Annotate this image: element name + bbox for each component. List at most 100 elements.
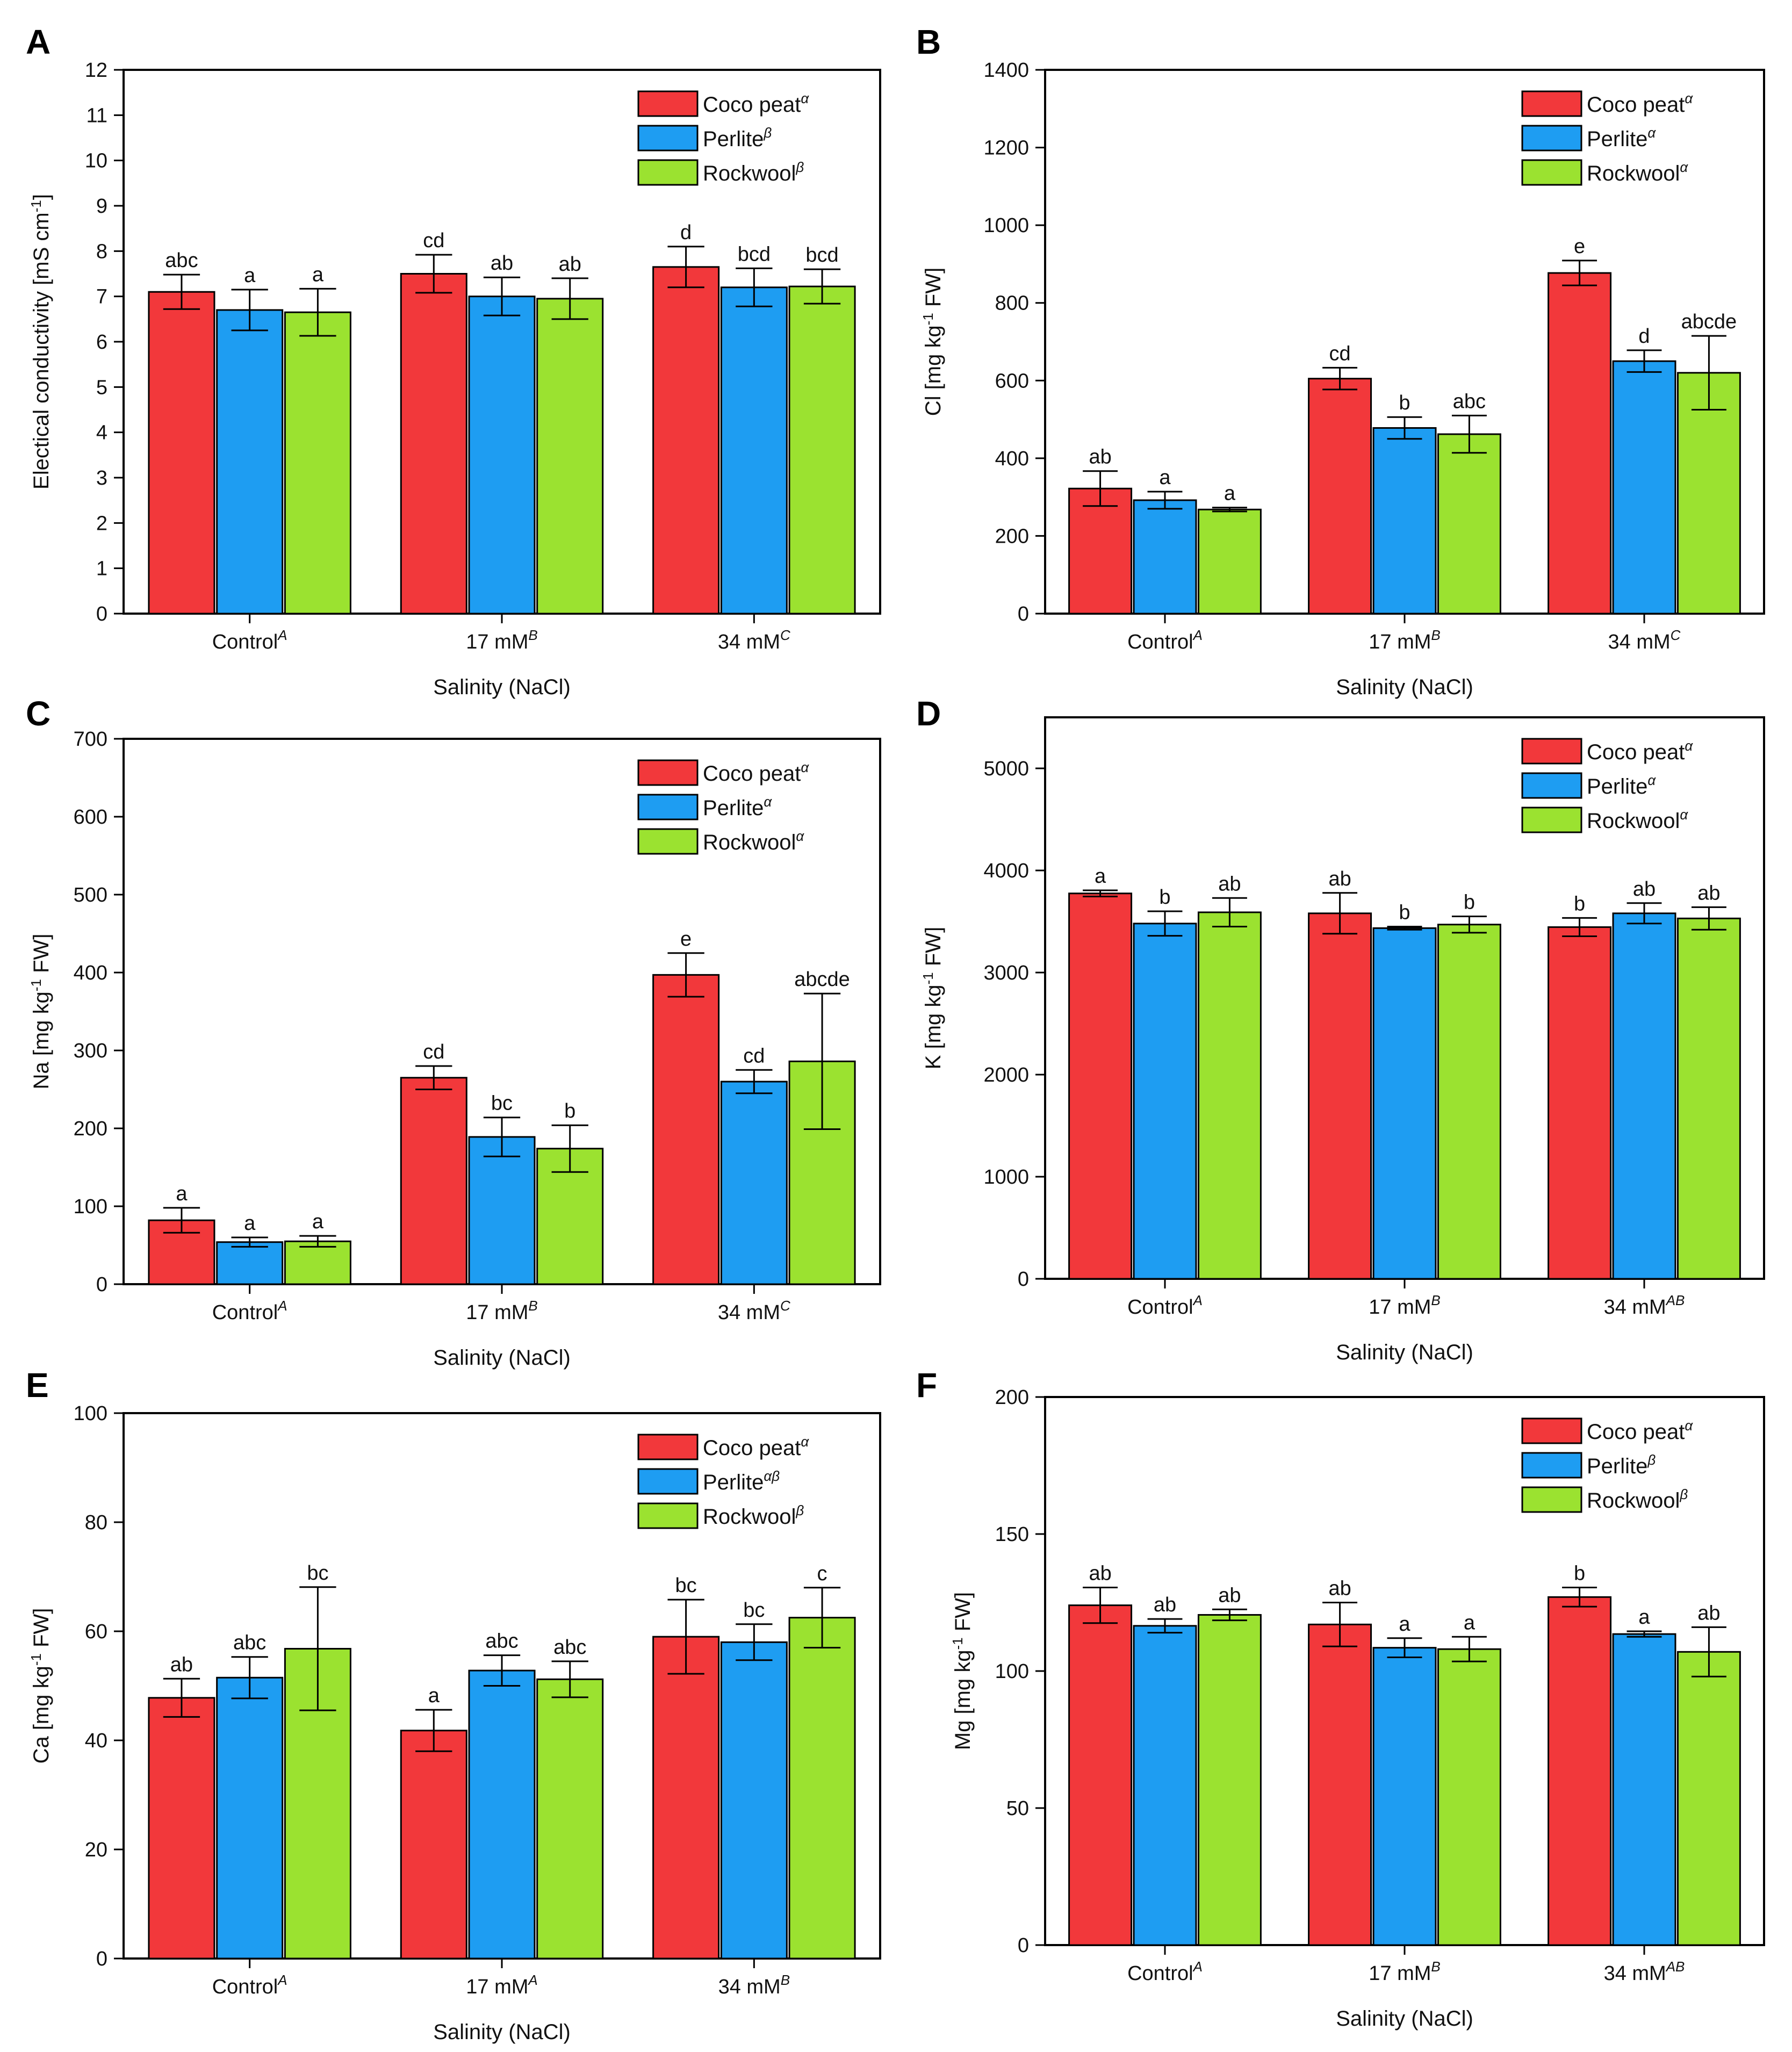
y-axis-label: Cl [mg kg-1 FW]: [920, 268, 945, 416]
y-tick-label: 200: [995, 1386, 1029, 1409]
x-tick-label: 34 mMC: [1608, 627, 1681, 653]
significance-letter: a: [428, 1684, 440, 1707]
y-tick-label: 0: [1018, 603, 1029, 625]
significance-letter: bcd: [805, 244, 838, 267]
bar: [1612, 912, 1676, 1280]
bar: [1437, 924, 1501, 1280]
y-tick-label: 0: [96, 1273, 107, 1296]
bar: [400, 1730, 467, 1960]
bar: [1308, 378, 1372, 615]
legend-label: Rockwoolβ: [703, 159, 804, 185]
significance-letter: abc: [233, 1632, 266, 1654]
significance-letter: b: [1574, 892, 1585, 915]
y-axis-label: K [mg kg-1 FW]: [920, 927, 945, 1069]
x-axis-label: Salinity (NaCl): [433, 1346, 571, 1370]
bar: [1308, 1623, 1372, 1946]
y-tick-label: 600: [995, 370, 1029, 392]
significance-letter: cd: [743, 1045, 765, 1067]
significance-letter: a: [1224, 483, 1236, 505]
significance-letter: b: [564, 1100, 575, 1122]
x-tick-label: ControlA: [1127, 1292, 1203, 1319]
y-tick-label: 100: [74, 1402, 107, 1425]
y-tick-label: 40: [85, 1730, 107, 1752]
x-tick-label: 17 mMB: [466, 627, 537, 653]
significance-letter: abc: [1453, 390, 1486, 413]
bar: [1197, 911, 1262, 1280]
significance-letter: ab: [1697, 1602, 1720, 1624]
significance-letter: ab: [1328, 1578, 1351, 1600]
y-tick-label: 7: [96, 286, 107, 308]
y-tick-label: 200: [74, 1118, 107, 1140]
y-tick-label: 3000: [983, 962, 1029, 984]
x-tick-label: ControlA: [212, 1298, 287, 1324]
significance-letter: a: [176, 1183, 188, 1205]
x-tick-label: 17 mMA: [466, 1972, 537, 1998]
y-tick-label: 8: [96, 240, 107, 263]
y-axis-label: Na [mg kg-1 FW]: [28, 934, 53, 1090]
bar: [720, 286, 788, 615]
bar: [1197, 508, 1262, 615]
bar: [1372, 927, 1437, 1280]
bar: [788, 285, 856, 615]
y-tick-label: 0: [96, 603, 107, 625]
y-tick-label: 10: [85, 150, 107, 172]
y-tick-label: 50: [1006, 1797, 1029, 1820]
significance-letter: ab: [1089, 1562, 1111, 1585]
significance-letter: b: [1159, 886, 1170, 909]
bar: [652, 1636, 720, 1960]
significance-letter: a: [312, 263, 324, 286]
bar: [536, 298, 604, 615]
bar: [1372, 1647, 1437, 1946]
bar: [720, 1641, 788, 1960]
bar: [1068, 892, 1133, 1280]
significance-letter: ab: [1633, 878, 1656, 901]
legend-label: Rockwoolα: [703, 828, 804, 854]
y-tick-label: 6: [96, 331, 107, 354]
legend-swatch: [637, 794, 699, 820]
significance-letter: e: [680, 928, 692, 951]
y-tick-label: 9: [96, 195, 107, 218]
significance-letter: abc: [165, 249, 198, 272]
y-axis-label: Electical conductivity [mS cm-1]: [28, 194, 53, 489]
significance-letter: cd: [423, 1041, 444, 1063]
y-tick-label: 700: [74, 728, 107, 751]
significance-letter: ab: [1218, 1584, 1241, 1607]
legend-swatch: [637, 1468, 699, 1495]
legend-label: Coco peatα: [1587, 90, 1693, 117]
legend-swatch: [637, 125, 699, 152]
legend-swatch: [1521, 159, 1582, 186]
y-tick-label: 150: [995, 1523, 1029, 1546]
legend-label: Perliteβ: [703, 125, 772, 151]
legend-label: Rockwoolα: [1587, 807, 1688, 833]
significance-letter: a: [1095, 865, 1106, 888]
y-tick-label: 1200: [983, 137, 1029, 160]
x-tick-label: 34 mMAB: [1604, 1292, 1685, 1319]
panel-d: D 0 1000 2000 3000 4000 5000 K [mg kg-1 FW] Cont…: [916, 694, 1765, 1364]
significance-letter: abcde: [1681, 311, 1737, 333]
bar: [1676, 917, 1741, 1280]
bar: [1133, 499, 1197, 615]
x-tick-label: 34 mMC: [718, 627, 790, 653]
x-tick-label: 34 mMC: [718, 1298, 790, 1324]
bar: [284, 311, 351, 615]
bar: [1308, 912, 1372, 1280]
x-tick-label: ControlA: [212, 1972, 287, 1998]
legend-label: Rockwoolα: [1587, 159, 1688, 185]
legend-swatch: [637, 90, 699, 117]
y-tick-label: 0: [96, 1948, 107, 1970]
legend-label: Coco peatα: [703, 90, 809, 117]
significance-letter: ab: [491, 252, 513, 275]
legend-swatch: [1521, 772, 1582, 799]
y-tick-label: 1: [96, 558, 107, 580]
y-tick-label: 1400: [983, 59, 1029, 82]
panel-b: B 0 200 400 600 800 1000 1200 1400 Cl [mg kg-1 FW…: [916, 23, 1765, 699]
significance-letter: d: [680, 221, 692, 244]
y-tick-label: 2: [96, 512, 107, 535]
bar: [1372, 427, 1437, 615]
bar: [1676, 1651, 1741, 1946]
x-axis-label: Salinity (NaCl): [1336, 675, 1473, 699]
legend-label: Perliteα: [703, 794, 772, 820]
significance-letter: a: [1464, 1611, 1476, 1634]
bar: [1068, 1604, 1133, 1946]
